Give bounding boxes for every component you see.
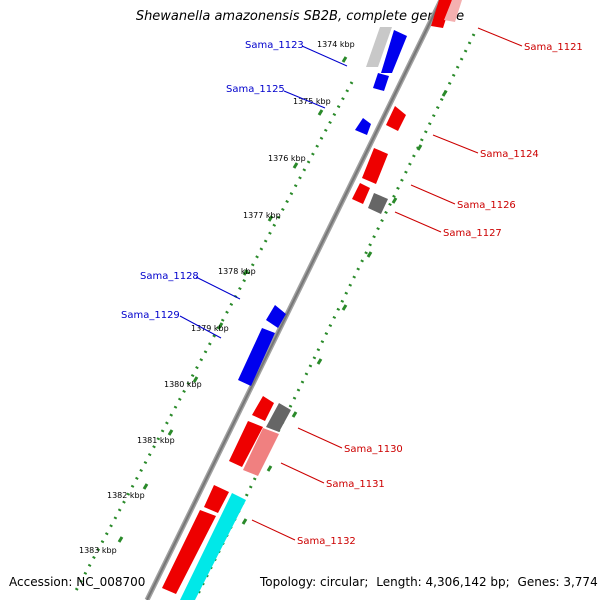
genes-value: 3,774 — [563, 575, 598, 589]
gene-label-sama-1123[interactable]: Sama_1123 — [245, 40, 304, 51]
tick-label-1383: 1383 kbp — [79, 546, 117, 555]
feature-sama-1123[interactable] — [381, 30, 407, 73]
tick-label-1378: 1378 kbp — [218, 267, 256, 276]
feature-red-small[interactable] — [352, 183, 370, 204]
feature-red-1132b[interactable] — [162, 510, 216, 594]
map-title: Shewanella amazonensis SB2B, complete ge… — [135, 9, 465, 24]
left-major-ticks — [117, 56, 348, 543]
tick-label-1375: 1375 kbp — [293, 97, 331, 106]
tick-label-1382: 1382 kbp — [107, 491, 145, 500]
tick-label-1376: 1376 kbp — [268, 154, 306, 163]
feature-grey-light[interactable] — [366, 27, 392, 67]
topology-label: Topology: — [260, 575, 317, 589]
gene-label-sama-1132[interactable]: Sama_1132 — [297, 536, 356, 547]
gene-label-sama-1121[interactable]: Sama_1121 — [524, 42, 583, 53]
genome-stats: Topology: circular; Length: 4,306,142 bp… — [260, 575, 598, 589]
feature-red-1132a[interactable] — [204, 485, 229, 513]
gene-label-sama-1126[interactable]: Sama_1126 — [457, 200, 516, 211]
gene-label-sama-1130[interactable]: Sama_1130 — [344, 444, 403, 455]
feature-sama-1132[interactable] — [180, 493, 246, 600]
forward-label-connectors — [251, 27, 523, 541]
feature-sama-1127[interactable] — [368, 193, 388, 214]
tick-label-1379: 1379 kbp — [191, 324, 229, 333]
feature-sama-1130[interactable] — [266, 403, 291, 432]
tick-label-1377: 1377 kbp — [243, 211, 281, 220]
feature-pink-top[interactable] — [444, 0, 462, 22]
feature-sama-1131[interactable] — [243, 428, 279, 476]
feature-red-1131a[interactable] — [229, 421, 263, 467]
accession-info: Accession: NC_008700 — [9, 575, 145, 589]
accession-value: NC_008700 — [76, 575, 146, 589]
genes-label: Genes: — [517, 575, 560, 589]
feature-sama-1129[interactable] — [238, 328, 275, 386]
length-value: 4,306,142 bp; — [425, 575, 510, 589]
feature-sama-1124[interactable] — [386, 106, 406, 131]
gene-label-sama-1131[interactable]: Sama_1131 — [326, 479, 385, 490]
feature-sama-1126[interactable] — [362, 148, 388, 184]
length-label: Length: — [376, 575, 422, 589]
gene-label-sama-1125[interactable]: Sama_1125 — [226, 84, 285, 95]
genome-backbone-core — [146, 0, 442, 600]
accession-label: Accession: — [9, 575, 73, 589]
gene-label-sama-1129[interactable]: Sama_1129 — [121, 310, 180, 321]
reverse-label-connectors — [179, 45, 348, 339]
feature-red-1130a[interactable] — [252, 396, 274, 421]
tick-label-1374: 1374 kbp — [317, 40, 355, 49]
gene-label-sama-1124[interactable]: Sama_1124 — [480, 149, 539, 160]
left-tick-track — [71, 81, 354, 597]
gene-label-sama-1127[interactable]: Sama_1127 — [443, 228, 502, 239]
tick-label-1381: 1381 kbp — [137, 436, 175, 445]
feature-sama-1128[interactable] — [266, 305, 286, 328]
tick-label-1380: 1380 kbp — [164, 380, 202, 389]
feature-sama-1125[interactable] — [355, 118, 371, 135]
gene-label-sama-1128[interactable]: Sama_1128 — [140, 271, 199, 282]
feature-sama-1121[interactable] — [431, 0, 452, 28]
topology-value: circular; — [319, 575, 369, 589]
feature-blue-small-1[interactable] — [373, 73, 389, 91]
right-major-ticks — [241, 90, 448, 525]
